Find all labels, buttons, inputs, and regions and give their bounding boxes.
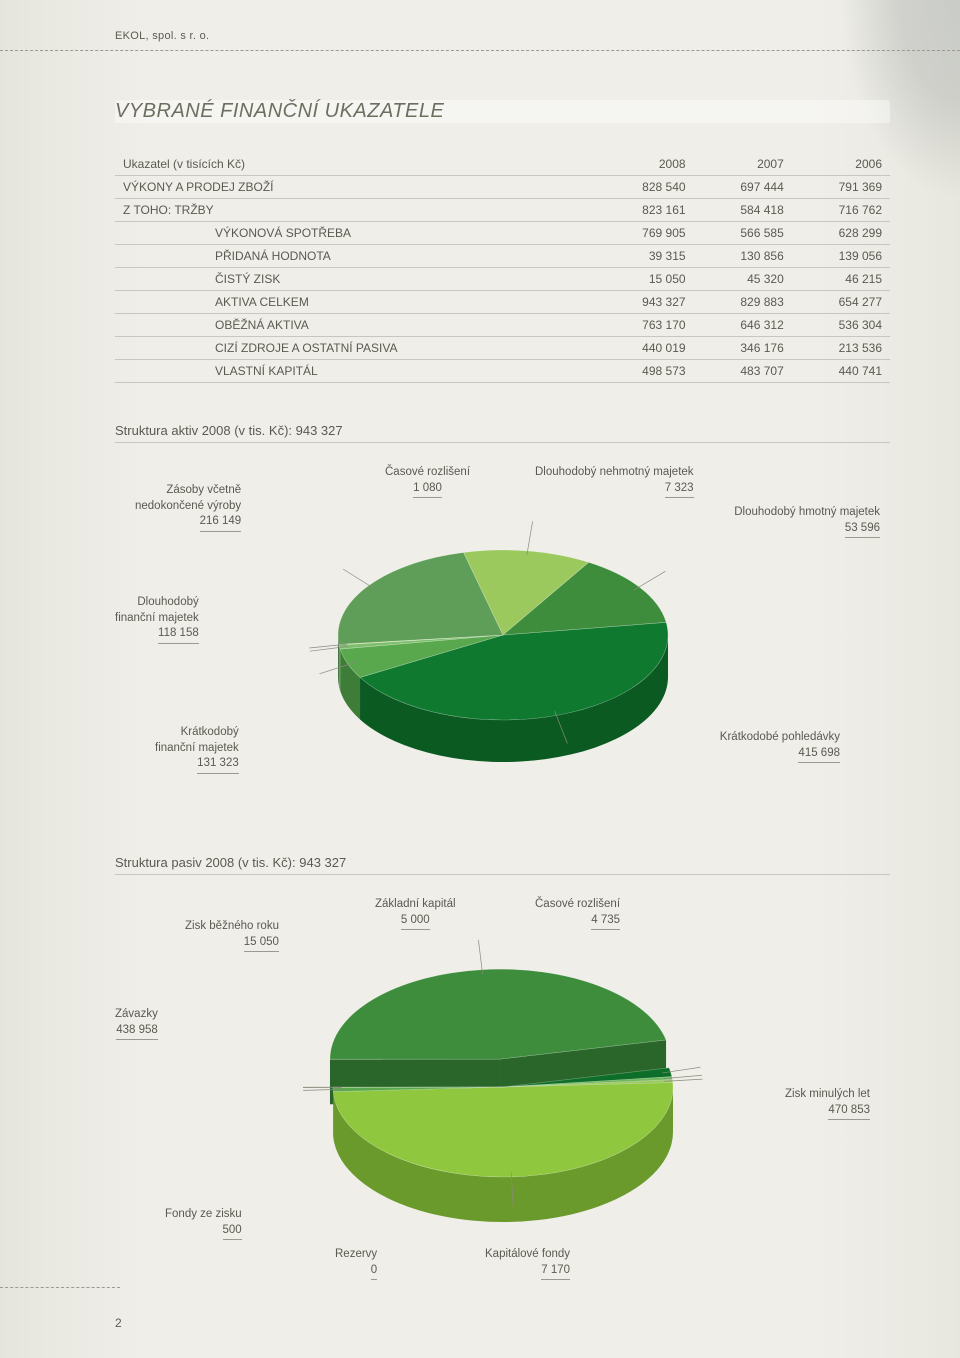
table-cell-value: 828 540: [595, 176, 693, 199]
table-cell-label: ČISTÝ ZISK: [115, 268, 595, 291]
table-row: Z TOHO: TRŽBY823 161584 418716 762: [115, 199, 890, 222]
chart-callout: Fondy ze zisku500: [165, 1207, 242, 1240]
table-row: PŘIDANÁ HODNOTA39 315130 856139 056: [115, 245, 890, 268]
table-year-2: 2006: [792, 153, 890, 176]
table-cell-value: 763 170: [595, 314, 693, 337]
table-cell-value: 628 299: [792, 222, 890, 245]
table-year-0: 2008: [595, 153, 693, 176]
chart2-pie: Základní kapitál5 000 Časové rozlišení4 7…: [115, 897, 890, 1297]
table-cell-value: 823 161: [595, 199, 693, 222]
table-cell-label: CIZÍ ZDROJE A OSTATNÍ PASIVA: [115, 337, 595, 360]
table-cell-value: 440 741: [792, 360, 890, 383]
table-cell-value: 646 312: [694, 314, 792, 337]
table-cell-label: Z TOHO: TRŽBY: [115, 199, 595, 222]
table-cell-value: 943 327: [595, 291, 693, 314]
table-cell-label: VÝKONY A PRODEJ ZBOŽÍ: [115, 176, 595, 199]
chart-callout: Krátkodobý finanční majetek131 323: [155, 725, 239, 774]
table-cell-value: 39 315: [595, 245, 693, 268]
table-cell-value: 829 883: [694, 291, 792, 314]
table-row: OBĚŽNÁ AKTIVA763 170646 312536 304: [115, 314, 890, 337]
table-cell-label: VLASTNÍ KAPITÁL: [115, 360, 595, 383]
chart-callout: Zásoby včetně nedokončené výroby216 149: [135, 483, 241, 532]
table-cell-value: 440 019: [595, 337, 693, 360]
page-content: VYBRANÉ FINANČNÍ UKAZATELE Ukazatel (v t…: [115, 100, 890, 1327]
financial-table: Ukazatel (v tisících Kč) 2008 2007 2006 …: [115, 153, 890, 383]
table-cell-value: 536 304: [792, 314, 890, 337]
chart2-title: Struktura pasiv 2008 (v tis. Kč): 943 32…: [115, 855, 890, 875]
footer-divider: [0, 1287, 120, 1288]
table-cell-label: VÝKONOVÁ SPOTŘEBA: [115, 222, 595, 245]
chart-callout: Rezervy0: [335, 1247, 377, 1280]
chart-callout: Dlouhodobý nehmotný majetek7 323: [535, 465, 694, 498]
chart-callout: Časové rozlišení4 735: [535, 897, 620, 930]
chart-callout: Dlouhodobý finanční majetek118 158: [115, 595, 199, 644]
header-divider: [0, 50, 960, 51]
table-row: AKTIVA CELKEM943 327829 883654 277: [115, 291, 890, 314]
chart1-title: Struktura aktiv 2008 (v tis. Kč): 943 32…: [115, 423, 890, 443]
table-cell-value: 15 050: [595, 268, 693, 291]
chart-callout: Časové rozlišení1 080: [385, 465, 470, 498]
chart1-pie: Časové rozlišení1 080 Dlouhodobý nehmotný…: [115, 465, 890, 825]
table-cell-value: 498 573: [595, 360, 693, 383]
page-number: 2: [115, 1316, 122, 1330]
chart-callout: Kapitálové fondy7 170: [485, 1247, 570, 1280]
table-cell-value: 130 856: [694, 245, 792, 268]
table-cell-value: 346 176: [694, 337, 792, 360]
chart-callout: Zisk minulých let470 853: [785, 1087, 870, 1120]
table-cell-value: 566 585: [694, 222, 792, 245]
table-cell-value: 716 762: [792, 199, 890, 222]
table-cell-label: AKTIVA CELKEM: [115, 291, 595, 314]
table-cell-value: 584 418: [694, 199, 792, 222]
table-cell-value: 791 369: [792, 176, 890, 199]
chart-callout: Závazky438 958: [115, 1007, 158, 1040]
table-header-label: Ukazatel (v tisících Kč): [115, 153, 595, 176]
table-cell-value: 483 707: [694, 360, 792, 383]
chart-callout: Krátkodobé pohledávky415 698: [720, 730, 840, 763]
company-name: EKOL, spol. s r. o.: [115, 30, 209, 42]
chart-callout: Základní kapitál5 000: [375, 897, 456, 930]
table-row: VLASTNÍ KAPITÁL498 573483 707440 741: [115, 360, 890, 383]
table-row: VÝKONY A PRODEJ ZBOŽÍ828 540697 444791 3…: [115, 176, 890, 199]
section-title: VYBRANÉ FINANČNÍ UKAZATELE: [115, 100, 890, 123]
table-row: CIZÍ ZDROJE A OSTATNÍ PASIVA440 019346 1…: [115, 337, 890, 360]
table-cell-value: 769 905: [595, 222, 693, 245]
table-cell-value: 46 215: [792, 268, 890, 291]
table-cell-value: 697 444: [694, 176, 792, 199]
table-cell-value: 654 277: [792, 291, 890, 314]
table-cell-label: PŘIDANÁ HODNOTA: [115, 245, 595, 268]
table-cell-value: 139 056: [792, 245, 890, 268]
table-cell-value: 45 320: [694, 268, 792, 291]
table-cell-label: OBĚŽNÁ AKTIVA: [115, 314, 595, 337]
table-year-1: 2007: [694, 153, 792, 176]
table-row: VÝKONOVÁ SPOTŘEBA769 905566 585628 299: [115, 222, 890, 245]
chart-callout: Zisk běžného roku15 050: [185, 919, 279, 952]
table-cell-value: 213 536: [792, 337, 890, 360]
chart-callout: Dlouhodobý hmotný majetek53 596: [734, 505, 880, 538]
table-row: ČISTÝ ZISK15 05045 32046 215: [115, 268, 890, 291]
